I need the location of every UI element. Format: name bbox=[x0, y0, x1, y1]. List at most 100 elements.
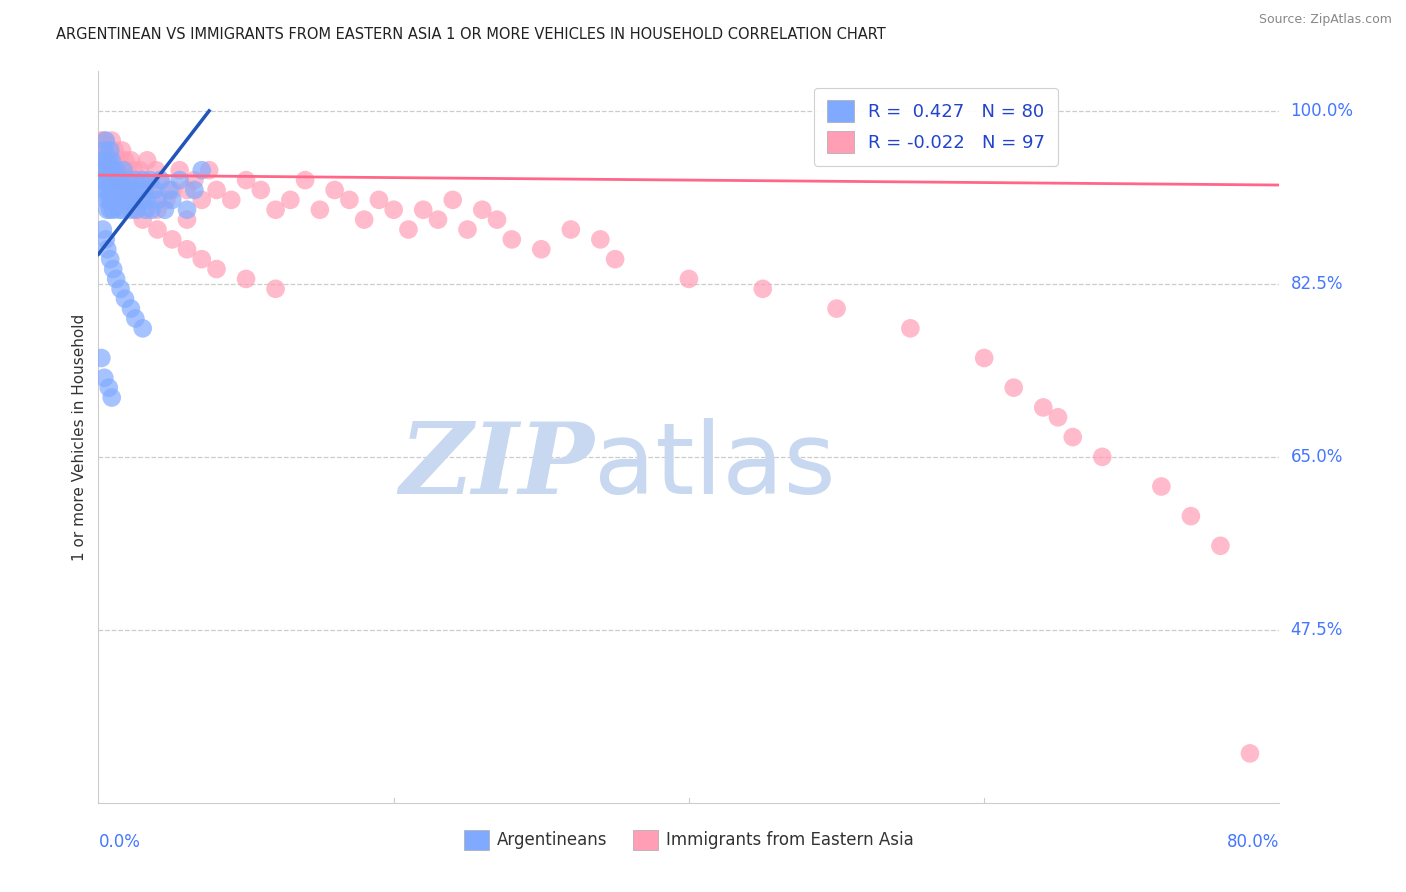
Point bbox=[91, 163, 114, 178]
Point bbox=[221, 193, 243, 207]
Point bbox=[471, 202, 494, 217]
Point bbox=[143, 183, 166, 197]
Point bbox=[100, 134, 122, 148]
Point bbox=[103, 163, 125, 178]
Point bbox=[111, 183, 134, 197]
Point bbox=[94, 153, 117, 168]
Point bbox=[264, 282, 287, 296]
Point bbox=[115, 183, 138, 197]
Point bbox=[382, 202, 405, 217]
Point bbox=[157, 183, 180, 197]
Point bbox=[176, 202, 198, 217]
Point bbox=[825, 301, 848, 316]
Point bbox=[91, 153, 114, 168]
Point bbox=[141, 183, 163, 197]
Point bbox=[198, 163, 221, 178]
Point bbox=[205, 183, 228, 197]
Point bbox=[145, 163, 167, 178]
Point bbox=[486, 212, 509, 227]
Point bbox=[125, 183, 148, 197]
Point bbox=[105, 153, 128, 168]
Point bbox=[97, 153, 120, 168]
Point bbox=[441, 193, 464, 207]
Point bbox=[110, 173, 132, 187]
Point bbox=[605, 252, 627, 267]
Point bbox=[560, 222, 582, 236]
Point bbox=[104, 193, 127, 207]
Point bbox=[96, 183, 118, 197]
Point bbox=[124, 311, 146, 326]
Point bbox=[191, 163, 214, 178]
Point bbox=[1209, 539, 1232, 553]
Point bbox=[121, 183, 143, 197]
Point bbox=[97, 173, 120, 187]
Point bbox=[122, 193, 145, 207]
Point bbox=[93, 134, 115, 148]
Point bbox=[191, 193, 214, 207]
Point bbox=[117, 173, 139, 187]
Point bbox=[98, 252, 121, 267]
Point bbox=[128, 163, 150, 178]
Point bbox=[368, 193, 391, 207]
Point bbox=[1046, 410, 1070, 425]
Point bbox=[132, 173, 155, 187]
Point bbox=[294, 173, 316, 187]
Point bbox=[107, 173, 129, 187]
Point bbox=[132, 193, 155, 207]
Text: 0.0%: 0.0% bbox=[98, 833, 141, 851]
Point bbox=[108, 202, 131, 217]
Point bbox=[111, 202, 134, 217]
Point bbox=[120, 202, 142, 217]
Point bbox=[146, 202, 169, 217]
Y-axis label: 1 or more Vehicles in Household: 1 or more Vehicles in Household bbox=[72, 313, 87, 561]
Point bbox=[103, 163, 125, 178]
Point bbox=[114, 292, 136, 306]
Point bbox=[94, 153, 117, 168]
Point bbox=[105, 163, 128, 178]
Point bbox=[124, 202, 146, 217]
Point bbox=[105, 183, 128, 197]
Point bbox=[176, 242, 198, 256]
Point bbox=[973, 351, 995, 365]
Point bbox=[139, 173, 162, 187]
Point bbox=[94, 173, 117, 187]
Point bbox=[127, 183, 149, 197]
Point bbox=[111, 183, 134, 197]
Point bbox=[97, 153, 120, 168]
Point bbox=[205, 262, 228, 277]
Point bbox=[155, 193, 177, 207]
Point bbox=[94, 153, 117, 168]
Point bbox=[1239, 747, 1261, 761]
Text: ZIP: ZIP bbox=[399, 418, 595, 515]
Point bbox=[752, 282, 775, 296]
Point bbox=[115, 163, 138, 178]
Point bbox=[104, 173, 127, 187]
Point bbox=[93, 144, 115, 158]
Point bbox=[162, 232, 183, 246]
Point bbox=[132, 212, 155, 227]
Point bbox=[111, 144, 134, 158]
Point bbox=[117, 193, 139, 207]
Point bbox=[91, 144, 114, 158]
Point bbox=[678, 272, 700, 286]
Point bbox=[104, 144, 127, 158]
Point bbox=[103, 262, 125, 277]
Point bbox=[103, 202, 125, 217]
Point bbox=[235, 173, 257, 187]
Point bbox=[398, 222, 420, 236]
Point bbox=[90, 173, 112, 187]
Point bbox=[149, 173, 172, 187]
Point bbox=[110, 163, 132, 178]
Text: 80.0%: 80.0% bbox=[1227, 833, 1279, 851]
Point bbox=[125, 202, 148, 217]
Point bbox=[96, 242, 118, 256]
Point bbox=[132, 321, 155, 335]
Point bbox=[91, 222, 114, 236]
Point bbox=[128, 193, 150, 207]
Point bbox=[1091, 450, 1114, 464]
Point bbox=[134, 183, 156, 197]
Point bbox=[183, 173, 205, 187]
Point bbox=[100, 153, 122, 168]
Point bbox=[339, 193, 361, 207]
Text: 82.5%: 82.5% bbox=[1291, 275, 1343, 293]
